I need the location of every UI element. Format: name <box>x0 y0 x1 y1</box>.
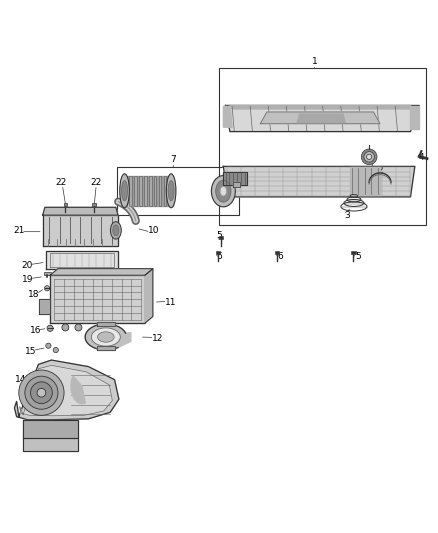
Ellipse shape <box>113 225 119 236</box>
Polygon shape <box>226 106 419 132</box>
Circle shape <box>75 324 82 331</box>
Text: 17: 17 <box>73 299 85 308</box>
Polygon shape <box>344 202 364 204</box>
Circle shape <box>37 389 46 397</box>
Bar <box>134 176 137 206</box>
Polygon shape <box>85 324 131 350</box>
Bar <box>64 204 67 206</box>
Circle shape <box>367 154 372 159</box>
Polygon shape <box>50 269 153 275</box>
Ellipse shape <box>92 328 120 346</box>
Ellipse shape <box>98 332 114 342</box>
Text: 2: 2 <box>377 166 383 175</box>
Text: 1: 1 <box>312 58 318 67</box>
Ellipse shape <box>120 174 129 208</box>
Text: 10: 10 <box>148 227 159 235</box>
Bar <box>117 167 239 215</box>
Polygon shape <box>71 376 85 403</box>
Polygon shape <box>23 419 78 439</box>
Bar <box>159 176 161 206</box>
Polygon shape <box>14 360 119 419</box>
Text: 4: 4 <box>419 153 424 162</box>
Text: 6: 6 <box>277 253 283 261</box>
Circle shape <box>45 286 49 291</box>
Bar <box>124 176 127 206</box>
Polygon shape <box>233 182 240 187</box>
Text: 18: 18 <box>28 290 40 300</box>
Polygon shape <box>230 106 413 109</box>
Bar <box>92 204 96 206</box>
Text: 13: 13 <box>94 383 105 392</box>
Polygon shape <box>43 215 118 246</box>
Polygon shape <box>347 199 361 200</box>
Text: 21: 21 <box>13 227 25 235</box>
Text: 7: 7 <box>170 156 176 164</box>
Polygon shape <box>223 166 415 197</box>
Bar <box>164 176 166 206</box>
Ellipse shape <box>212 175 235 207</box>
Circle shape <box>361 149 377 165</box>
Polygon shape <box>410 107 419 130</box>
Text: 20: 20 <box>21 261 32 270</box>
Bar <box>149 176 152 206</box>
Bar <box>275 251 279 254</box>
Bar <box>154 176 156 206</box>
Text: 22: 22 <box>91 179 102 188</box>
Text: 3: 3 <box>345 211 350 220</box>
Polygon shape <box>350 167 380 195</box>
Text: 22: 22 <box>56 179 67 188</box>
Circle shape <box>62 324 69 331</box>
Polygon shape <box>350 195 358 197</box>
Circle shape <box>19 370 64 415</box>
Circle shape <box>25 376 58 409</box>
Polygon shape <box>297 114 345 123</box>
Circle shape <box>47 325 53 332</box>
Bar <box>169 176 171 206</box>
Text: 19: 19 <box>22 275 33 284</box>
Text: 5: 5 <box>216 231 222 240</box>
Bar <box>44 272 50 275</box>
Ellipse shape <box>220 187 226 196</box>
Bar <box>139 176 142 206</box>
Bar <box>219 236 223 239</box>
Polygon shape <box>43 207 118 215</box>
Circle shape <box>364 151 374 162</box>
Circle shape <box>46 343 51 349</box>
Polygon shape <box>97 322 115 326</box>
Polygon shape <box>20 365 113 416</box>
Ellipse shape <box>216 180 231 202</box>
Polygon shape <box>50 275 145 323</box>
Bar <box>351 251 356 254</box>
Polygon shape <box>223 107 232 127</box>
Text: 6: 6 <box>216 253 222 261</box>
Ellipse shape <box>168 181 174 201</box>
Ellipse shape <box>166 174 176 208</box>
Polygon shape <box>39 299 50 314</box>
Text: 16: 16 <box>30 326 41 335</box>
Polygon shape <box>341 206 367 207</box>
Circle shape <box>34 373 40 379</box>
Text: 5: 5 <box>355 253 361 261</box>
Circle shape <box>31 382 52 403</box>
Ellipse shape <box>110 222 121 239</box>
Bar <box>215 251 220 254</box>
Text: 9: 9 <box>223 198 228 207</box>
Polygon shape <box>122 176 173 206</box>
Circle shape <box>53 348 58 353</box>
Text: 14: 14 <box>15 375 27 384</box>
Text: 8: 8 <box>120 179 125 188</box>
Polygon shape <box>46 251 118 269</box>
Ellipse shape <box>121 181 127 201</box>
Polygon shape <box>260 112 380 124</box>
Text: 11: 11 <box>166 298 177 306</box>
Polygon shape <box>145 269 153 323</box>
Bar <box>144 176 147 206</box>
Text: 12: 12 <box>152 334 164 343</box>
Bar <box>130 176 132 206</box>
Polygon shape <box>223 172 247 184</box>
Text: 15: 15 <box>25 347 37 356</box>
Polygon shape <box>97 346 115 350</box>
Polygon shape <box>23 439 78 451</box>
Bar <box>219 68 426 225</box>
